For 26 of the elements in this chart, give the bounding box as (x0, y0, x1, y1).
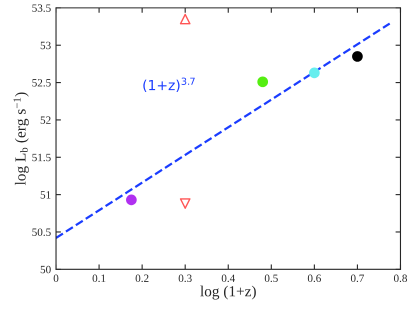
x-tick-label: 0.1 (92, 274, 106, 282)
y-tick-label: 51 (40, 191, 50, 199)
annotation: (1+z)$^{3.7}$ (143, 78, 195, 92)
y-tick-label: 50.5 (32, 228, 51, 236)
y-tick-label: 50 (40, 266, 51, 274)
y-axis-title: log L$_{b}$ (erg s$^{−1}$) (14, 92, 29, 186)
y-tick-label: 51.5 (32, 154, 51, 162)
point (257, 76, 268, 88)
x-tick-label: 0 (54, 274, 58, 282)
y-tick-label: 52.5 (32, 79, 51, 87)
y-tick-label: 53.5 (32, 4, 51, 12)
x-tick-label: 0.5 (264, 274, 278, 282)
x-tick-label: 0.2 (136, 274, 148, 282)
x-tick-label: 0.4 (222, 274, 236, 282)
y-tick-label: 53 (40, 42, 51, 50)
point (309, 68, 320, 78)
x-tick-label: 0.8 (394, 274, 407, 282)
y-tick-label: 52 (40, 116, 51, 124)
point (352, 51, 363, 62)
x-tick-label: 0.7 (350, 274, 364, 282)
point (126, 194, 137, 206)
x-tick-label: 0.6 (308, 274, 321, 282)
point (180, 14, 191, 24)
x-tick-label: 0.3 (178, 274, 192, 282)
x-axis-title: log (1+z) (200, 286, 256, 300)
point (180, 198, 191, 209)
